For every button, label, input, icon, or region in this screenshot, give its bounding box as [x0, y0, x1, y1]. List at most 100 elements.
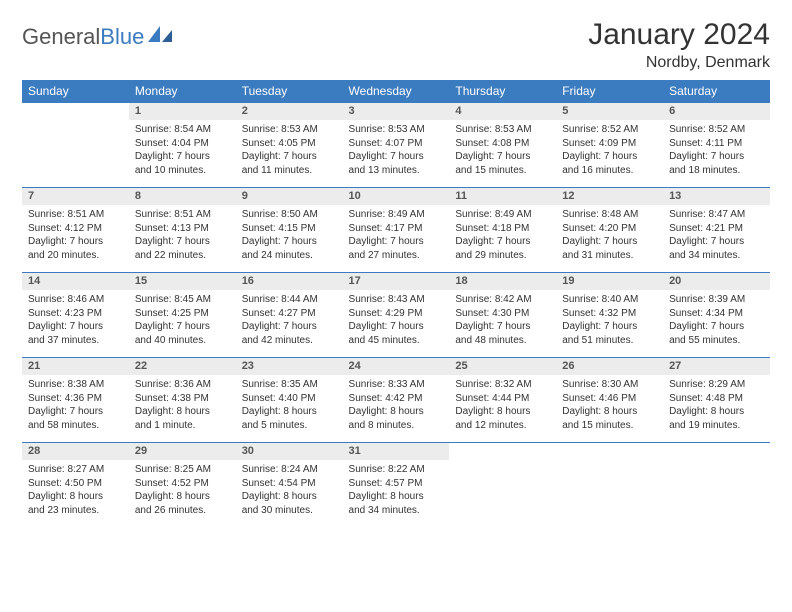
sunrise-text: Sunrise: 8:45 AM	[135, 293, 230, 307]
sunset-text: Sunset: 4:44 PM	[455, 392, 550, 406]
daylight-text-1: Daylight: 7 hours	[669, 235, 764, 249]
daylight-text-2: and 37 minutes.	[28, 334, 123, 348]
sunrise-text: Sunrise: 8:48 AM	[562, 208, 657, 222]
day-cell: Sunrise: 8:35 AMSunset: 4:40 PMDaylight:…	[236, 375, 343, 436]
daylight-text-1: Daylight: 8 hours	[135, 405, 230, 419]
daylight-text-1: Daylight: 7 hours	[135, 235, 230, 249]
daylight-text-1: Daylight: 7 hours	[562, 150, 657, 164]
week-body-row: Sunrise: 8:54 AMSunset: 4:04 PMDaylight:…	[22, 120, 770, 187]
day-cell: Sunrise: 8:50 AMSunset: 4:15 PMDaylight:…	[236, 205, 343, 266]
sunset-text: Sunset: 4:40 PM	[242, 392, 337, 406]
day-cell: Sunrise: 8:49 AMSunset: 4:18 PMDaylight:…	[449, 205, 556, 266]
day-cell: Sunrise: 8:52 AMSunset: 4:11 PMDaylight:…	[663, 120, 770, 181]
day-cell: Sunrise: 8:44 AMSunset: 4:27 PMDaylight:…	[236, 290, 343, 351]
daylight-text-2: and 31 minutes.	[562, 249, 657, 263]
day-number	[449, 442, 556, 460]
daylight-text-1: Daylight: 7 hours	[28, 235, 123, 249]
week-daynum-row: 78910111213	[22, 187, 770, 205]
day-cell: Sunrise: 8:49 AMSunset: 4:17 PMDaylight:…	[343, 205, 450, 266]
day-number: 19	[556, 272, 663, 290]
sunrise-text: Sunrise: 8:24 AM	[242, 463, 337, 477]
daylight-text-1: Daylight: 8 hours	[349, 490, 444, 504]
day-cell: Sunrise: 8:27 AMSunset: 4:50 PMDaylight:…	[22, 460, 129, 521]
day-number: 28	[22, 442, 129, 460]
daylight-text-2: and 51 minutes.	[562, 334, 657, 348]
day-number: 16	[236, 272, 343, 290]
day-cell: Sunrise: 8:32 AMSunset: 4:44 PMDaylight:…	[449, 375, 556, 436]
daylight-text-2: and 13 minutes.	[349, 164, 444, 178]
weekday-header: Saturday	[663, 80, 770, 102]
daylight-text-2: and 10 minutes.	[135, 164, 230, 178]
sunrise-text: Sunrise: 8:53 AM	[455, 123, 550, 137]
sunset-text: Sunset: 4:54 PM	[242, 477, 337, 491]
day-number	[663, 442, 770, 460]
day-cell	[449, 460, 556, 467]
brand-part1: General	[22, 24, 100, 50]
daylight-text-2: and 15 minutes.	[455, 164, 550, 178]
sunrise-text: Sunrise: 8:47 AM	[669, 208, 764, 222]
day-number: 20	[663, 272, 770, 290]
day-number: 29	[129, 442, 236, 460]
daylight-text-1: Daylight: 7 hours	[455, 320, 550, 334]
sunset-text: Sunset: 4:48 PM	[669, 392, 764, 406]
day-number: 14	[22, 272, 129, 290]
sunrise-text: Sunrise: 8:29 AM	[669, 378, 764, 392]
day-cell: Sunrise: 8:51 AMSunset: 4:12 PMDaylight:…	[22, 205, 129, 266]
day-cell: Sunrise: 8:40 AMSunset: 4:32 PMDaylight:…	[556, 290, 663, 351]
daylight-text-1: Daylight: 8 hours	[669, 405, 764, 419]
daylight-text-1: Daylight: 7 hours	[135, 320, 230, 334]
day-cell	[22, 120, 129, 127]
daylight-text-2: and 22 minutes.	[135, 249, 230, 263]
sunset-text: Sunset: 4:42 PM	[349, 392, 444, 406]
location-label: Nordby, Denmark	[588, 54, 770, 72]
day-cell: Sunrise: 8:53 AMSunset: 4:05 PMDaylight:…	[236, 120, 343, 181]
day-number: 31	[343, 442, 450, 460]
daylight-text-2: and 55 minutes.	[669, 334, 764, 348]
sunrise-text: Sunrise: 8:43 AM	[349, 293, 444, 307]
daylight-text-1: Daylight: 7 hours	[562, 320, 657, 334]
sunset-text: Sunset: 4:15 PM	[242, 222, 337, 236]
sunrise-text: Sunrise: 8:36 AM	[135, 378, 230, 392]
daylight-text-1: Daylight: 7 hours	[349, 320, 444, 334]
day-cell: Sunrise: 8:22 AMSunset: 4:57 PMDaylight:…	[343, 460, 450, 521]
calendar-body: 123456Sunrise: 8:54 AMSunset: 4:04 PMDay…	[22, 102, 770, 527]
sunset-text: Sunset: 4:34 PM	[669, 307, 764, 321]
sunrise-text: Sunrise: 8:40 AM	[562, 293, 657, 307]
day-cell: Sunrise: 8:48 AMSunset: 4:20 PMDaylight:…	[556, 205, 663, 266]
month-title: January 2024	[588, 18, 770, 52]
day-number: 25	[449, 357, 556, 375]
daylight-text-1: Daylight: 7 hours	[349, 150, 444, 164]
day-cell: Sunrise: 8:45 AMSunset: 4:25 PMDaylight:…	[129, 290, 236, 351]
sunset-text: Sunset: 4:09 PM	[562, 137, 657, 151]
daylight-text-2: and 5 minutes.	[242, 419, 337, 433]
sunrise-text: Sunrise: 8:25 AM	[135, 463, 230, 477]
daylight-text-2: and 29 minutes.	[455, 249, 550, 263]
weekday-header: Sunday	[22, 80, 129, 102]
week-daynum-row: 14151617181920	[22, 272, 770, 290]
daylight-text-1: Daylight: 7 hours	[28, 405, 123, 419]
day-number: 11	[449, 187, 556, 205]
day-number	[22, 102, 129, 120]
day-number: 6	[663, 102, 770, 120]
daylight-text-1: Daylight: 7 hours	[242, 150, 337, 164]
calendar-page: GeneralBlue January 2024 Nordby, Denmark…	[0, 0, 792, 545]
sunset-text: Sunset: 4:21 PM	[669, 222, 764, 236]
sunrise-text: Sunrise: 8:53 AM	[242, 123, 337, 137]
daylight-text-2: and 16 minutes.	[562, 164, 657, 178]
sunset-text: Sunset: 4:25 PM	[135, 307, 230, 321]
sunset-text: Sunset: 4:12 PM	[28, 222, 123, 236]
title-block: January 2024 Nordby, Denmark	[588, 18, 770, 72]
sunrise-text: Sunrise: 8:38 AM	[28, 378, 123, 392]
daylight-text-2: and 48 minutes.	[455, 334, 550, 348]
daylight-text-1: Daylight: 8 hours	[349, 405, 444, 419]
sunrise-text: Sunrise: 8:39 AM	[669, 293, 764, 307]
day-cell: Sunrise: 8:24 AMSunset: 4:54 PMDaylight:…	[236, 460, 343, 521]
sunset-text: Sunset: 4:29 PM	[349, 307, 444, 321]
logo-sail-icon	[148, 24, 174, 50]
day-number: 17	[343, 272, 450, 290]
page-header: GeneralBlue January 2024 Nordby, Denmark	[22, 18, 770, 72]
day-cell: Sunrise: 8:53 AMSunset: 4:08 PMDaylight:…	[449, 120, 556, 181]
daylight-text-1: Daylight: 7 hours	[455, 235, 550, 249]
daylight-text-2: and 11 minutes.	[242, 164, 337, 178]
day-number: 9	[236, 187, 343, 205]
